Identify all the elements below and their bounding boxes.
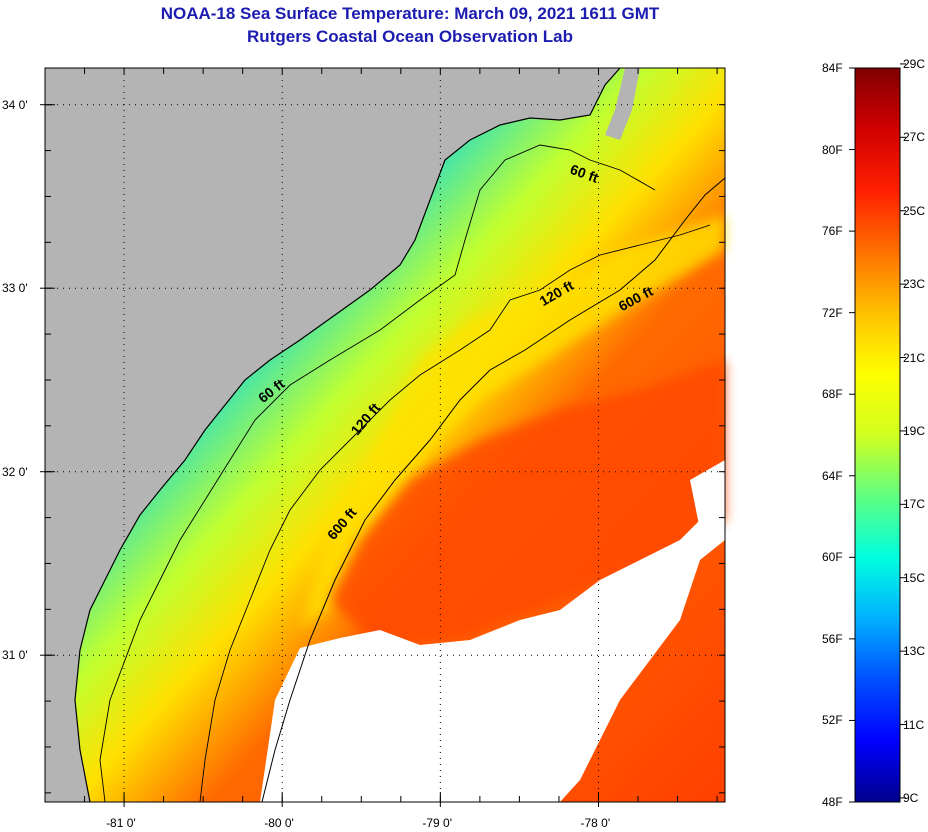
land-mass [45, 68, 620, 802]
colorbar-f-label: 64F [822, 468, 843, 483]
lon-tick-label: -78 0' [580, 816, 611, 830]
outer-banks [605, 68, 640, 140]
colorbar-f-label: 56F [822, 631, 843, 646]
isobath-600ft [261, 177, 726, 803]
colorbar-c-label: 29C [903, 56, 926, 71]
cloud-east [690, 460, 725, 530]
axis-ticks [40, 68, 725, 807]
isobath-60ft [99, 144, 656, 803]
colorbar-f-label: 84F [822, 61, 843, 75]
colorbar-c-label: 11C [903, 717, 925, 732]
coastline [74, 67, 621, 803]
gulf-stream-warm [330, 360, 725, 650]
colorbar-c-label: 15C [903, 570, 926, 585]
colorbar-f-label: 72F [822, 305, 843, 320]
colorbar-c-label: 21C [903, 350, 926, 365]
lat-tick-label: 31 0' [2, 648, 28, 663]
colorbar-gradient [854, 67, 901, 803]
lat-tick-label: 34 0' [2, 97, 28, 112]
map-subtitle: Rutgers Coastal Ocean Observation Lab [247, 27, 573, 46]
colorbar-f-label: 76F [822, 224, 843, 239]
colorbar-c-label: 9C [903, 790, 919, 805]
colorbar-c-label: 17C [903, 497, 926, 512]
colorbar-f-label: 60F [822, 550, 843, 565]
lon-tick-label: -80 0' [264, 816, 294, 830]
colorbar-c-label: 23C [903, 277, 926, 292]
colorbar-f-label: 48F [822, 795, 843, 809]
colorbar-c-label: 27C [903, 130, 926, 145]
isobath-120ft [199, 224, 711, 803]
colorbar-c-label: 25C [903, 203, 926, 218]
map-frame [44, 67, 726, 803]
colorbar-c-label: 13C [903, 644, 926, 659]
lat-tick-label: 33 0' [2, 281, 28, 296]
lat-tick-label: 32 0' [2, 464, 28, 479]
colorbar-f-label: 80F [822, 142, 843, 157]
lon-tick-label: -79 0' [422, 816, 452, 830]
colorbar-c-label: 19C [903, 423, 926, 438]
cloud-area [260, 510, 725, 802]
lon-tick-label: -81 0' [106, 816, 136, 830]
colorbar-f-label: 68F [822, 387, 843, 402]
colorbar-f-label: 52F [822, 713, 843, 728]
map-title: NOAA-18 Sea Surface Temperature: March 0… [160, 4, 660, 23]
graticule [45, 68, 725, 802]
